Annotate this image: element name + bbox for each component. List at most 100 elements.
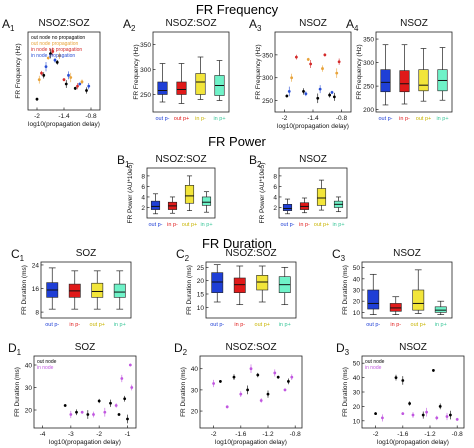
data-point [80, 410, 84, 414]
category-label: in p+ [114, 322, 126, 328]
panel-label: A3 [249, 17, 262, 33]
panel-label-sub: 1 [17, 348, 22, 357]
category-label: in p- [234, 322, 245, 328]
x-tick-label: -0.8 [290, 431, 302, 438]
y-tick-label: 20 [353, 299, 361, 306]
category-label: in p- [167, 222, 178, 228]
data-point [432, 369, 435, 372]
data-point [225, 405, 229, 409]
y-tick-label: 30 [25, 385, 33, 392]
box-body [380, 69, 391, 93]
y-tick-label: 350 [262, 52, 273, 59]
panel-title: NSOZ:SOZ [155, 154, 206, 165]
data-point [51, 50, 55, 53]
y-tick-label: 2 [273, 205, 277, 212]
plot-frame [146, 167, 216, 219]
data-point [287, 90, 291, 93]
x-tick-label: -2 [211, 431, 217, 438]
panel-title: NSOZ:SOZ [225, 248, 276, 259]
section-title-frequency: FR Frequency [196, 2, 279, 17]
x-tick-label: -1.4 [58, 113, 70, 120]
data-point [316, 96, 320, 100]
legend-entry: out node propagation [31, 41, 78, 47]
data-point [438, 405, 442, 408]
y-axis-label: FR Duration (ms) [186, 265, 193, 315]
y-tick-label: 300 [262, 75, 273, 82]
category-label: in p+ [436, 116, 448, 122]
category-label: in p+ [435, 322, 447, 328]
y-tick-label: 10 [197, 305, 205, 312]
panel-label-sub: 2 [257, 160, 262, 169]
category-label: out p+ [255, 322, 270, 328]
category-label: out p+ [411, 322, 426, 328]
box-body [211, 272, 224, 293]
x-tick-label: -0.8 [452, 431, 464, 438]
y-axis-label: FR Duration (ms) [21, 265, 28, 315]
category-label: out p- [148, 222, 162, 228]
panel-label-sub: 1 [125, 160, 130, 169]
panel-title: SOZ [76, 248, 97, 259]
box-body [316, 188, 327, 206]
legend-entry: out node [365, 359, 385, 365]
x-axis-label: log10(propagation delay) [377, 439, 449, 446]
data-point [73, 86, 77, 90]
panel-title: NSOZ:SOZ [165, 18, 216, 29]
y-axis-label: FR Frequency (Hz) [15, 43, 22, 98]
data-point [49, 52, 52, 56]
panel-label: A2 [123, 17, 136, 33]
plot-frame [274, 31, 352, 113]
category-label: out p- [366, 322, 380, 328]
data-point [69, 413, 73, 416]
data-point [114, 404, 118, 407]
data-point [37, 78, 41, 82]
data-point [97, 399, 101, 403]
data-point [304, 92, 308, 96]
data-point [44, 65, 48, 69]
panel-c3: C3 NSOZ 10 20 30 40 50 FR Duration (ms) out p-in… [332, 247, 453, 328]
data-point [290, 375, 294, 379]
panel-label: C2 [176, 247, 190, 263]
y-tick-label: 10 [353, 418, 361, 425]
y-tick-label: 40 [191, 366, 199, 373]
x-tick-label: -2 [34, 113, 40, 120]
panel-label: D3 [336, 341, 350, 357]
category-label: out p- [378, 116, 392, 122]
data-point [64, 82, 68, 86]
box-body [367, 289, 380, 310]
data-point [246, 388, 250, 392]
category-label: out p- [210, 322, 224, 328]
data-point [425, 410, 428, 414]
data-point [76, 84, 79, 88]
panel-c1: C1 SOZ 8 16 24 FR Duration (ms) out p-in p-out… [11, 247, 132, 328]
x-tick-label: -1.6 [397, 431, 409, 438]
y-tick-label: 4 [141, 194, 145, 201]
data-point [109, 401, 112, 405]
box-body [150, 200, 161, 210]
data-point [330, 90, 334, 94]
panel-title: NSOZ [399, 342, 427, 353]
y-tick-label: 8 [35, 310, 39, 317]
panel-label-sub: 3 [345, 348, 350, 357]
box-body [399, 70, 410, 93]
data-point [67, 73, 70, 77]
box-body [91, 282, 104, 298]
data-point [337, 60, 341, 64]
box-body [176, 81, 187, 95]
data-point [103, 410, 107, 414]
box-body [418, 69, 429, 92]
plot-frame [205, 261, 297, 319]
data-point [80, 80, 84, 84]
data-point [35, 97, 39, 101]
category-label: in p+ [332, 222, 344, 228]
category-label: in p- [195, 116, 206, 122]
box-body [157, 81, 168, 95]
panel-d3: D3 NSOZ 10 20 30 40 50 FR Duration (ms) -2 -1.6 -1… [336, 341, 465, 446]
panel-label-sub: 3 [341, 254, 346, 263]
y-tick-label: 20 [25, 408, 33, 415]
y-axis-label: FR Frequency (Hz) [356, 44, 363, 99]
panel-a1: A1 NSOZ:SOZ FR Frequency (Hz) -2 -1.4 -0.8log… [2, 17, 101, 128]
panel-title: NSOZ:SOZ [38, 18, 89, 29]
